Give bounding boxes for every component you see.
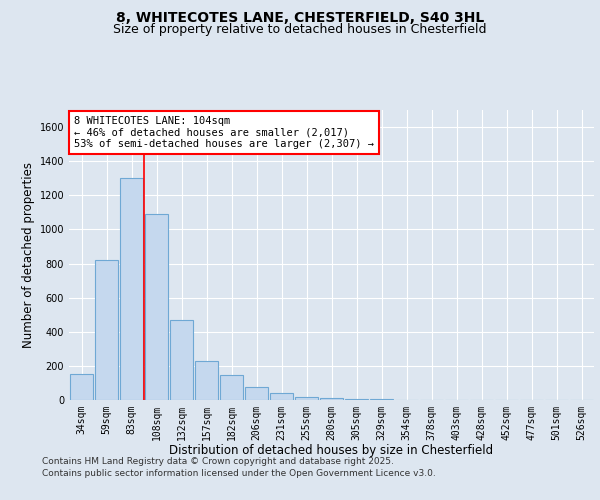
Bar xyxy=(145,214,169,400)
Bar xyxy=(70,374,94,400)
X-axis label: Distribution of detached houses by size in Chesterfield: Distribution of detached houses by size … xyxy=(169,444,494,458)
Y-axis label: Number of detached properties: Number of detached properties xyxy=(22,162,35,348)
Bar xyxy=(95,260,118,400)
Text: 8, WHITECOTES LANE, CHESTERFIELD, S40 3HL: 8, WHITECOTES LANE, CHESTERFIELD, S40 3H… xyxy=(116,11,484,25)
Bar xyxy=(119,178,143,400)
Text: Contains HM Land Registry data © Crown copyright and database right 2025.: Contains HM Land Registry data © Crown c… xyxy=(42,458,394,466)
Bar xyxy=(344,399,368,400)
Bar xyxy=(320,398,343,400)
Bar xyxy=(194,361,218,400)
Text: Size of property relative to detached houses in Chesterfield: Size of property relative to detached ho… xyxy=(113,22,487,36)
Bar xyxy=(370,399,394,400)
Bar xyxy=(170,320,193,400)
Bar xyxy=(295,396,319,400)
Bar xyxy=(269,393,293,400)
Text: 8 WHITECOTES LANE: 104sqm
← 46% of detached houses are smaller (2,017)
53% of se: 8 WHITECOTES LANE: 104sqm ← 46% of detac… xyxy=(74,116,374,149)
Bar xyxy=(245,387,268,400)
Bar xyxy=(220,375,244,400)
Text: Contains public sector information licensed under the Open Government Licence v3: Contains public sector information licen… xyxy=(42,469,436,478)
